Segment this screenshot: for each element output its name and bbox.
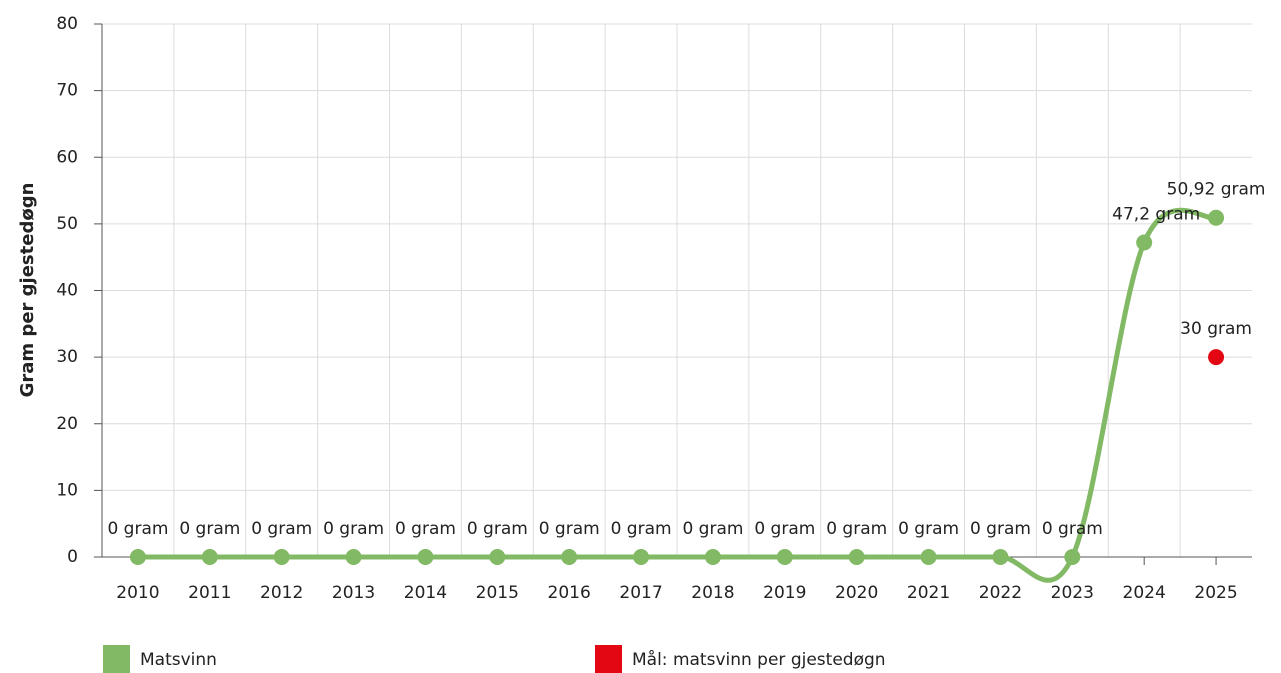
legend-swatch (103, 645, 130, 673)
data-point (273, 549, 290, 565)
data-point (201, 549, 218, 565)
data-point (417, 549, 434, 565)
x-tick-label: 2010 (116, 583, 159, 603)
data-label: 0 gram (970, 519, 1031, 539)
data-label: 0 gram (682, 519, 743, 539)
data-label: 0 gram (323, 519, 384, 539)
x-tick-label: 2012 (260, 583, 303, 603)
data-point (992, 549, 1009, 565)
data-label: 0 gram (539, 519, 600, 539)
data-label: 0 gram (251, 519, 312, 539)
y-tick-label: 80 (56, 14, 78, 34)
data-label: 0 gram (395, 519, 456, 539)
data-point (1136, 234, 1153, 251)
y-tick-label: 60 (56, 147, 78, 167)
y-tick-label: 50 (56, 214, 78, 234)
x-tick-label: 2015 (476, 583, 519, 603)
data-point (848, 549, 865, 565)
y-tick-label: 30 (56, 347, 78, 367)
data-point (561, 549, 578, 565)
x-tick-label: 2023 (1051, 583, 1094, 603)
data-point (776, 549, 793, 565)
data-point (1208, 349, 1225, 366)
x-tick-label: 2019 (763, 583, 806, 603)
data-label: 0 gram (1042, 519, 1103, 539)
y-tick-label: 0 (67, 547, 78, 567)
y-tick-label: 70 (56, 81, 78, 101)
data-point (345, 549, 362, 565)
x-tick-label: 2011 (188, 583, 231, 603)
legend-label: Mål: matsvinn per gjestedøgn (632, 649, 886, 670)
x-tick-label: 2016 (548, 583, 591, 603)
x-tick-label: 2024 (1123, 583, 1166, 603)
series-line (137, 207, 1217, 583)
data-point (1064, 549, 1081, 565)
data-label: 50,92 gram (1167, 180, 1266, 200)
data-label: 0 gram (754, 519, 815, 539)
data-label: 0 gram (898, 519, 959, 539)
x-tick-label: 2022 (979, 583, 1022, 603)
x-tick-label: 2014 (404, 583, 447, 603)
y-tick-label: 40 (56, 281, 78, 301)
data-point (1208, 209, 1225, 226)
data-label: 0 gram (179, 519, 240, 539)
data-point (489, 549, 506, 565)
y-tick-label: 20 (56, 414, 78, 434)
data-label: 0 gram (467, 519, 528, 539)
data-label: 0 gram (611, 519, 672, 539)
y-axis-label: Gram per gjestedøgn (17, 183, 38, 398)
data-point (129, 549, 146, 565)
x-tick-label: 2018 (691, 583, 734, 603)
data-label: 30 gram (1180, 319, 1252, 339)
data-point (633, 549, 650, 565)
data-point (920, 549, 937, 565)
data-point (704, 549, 721, 565)
y-tick-label: 10 (56, 480, 78, 500)
x-tick-label: 2025 (1194, 583, 1237, 603)
data-label: 0 gram (107, 519, 168, 539)
data-label: 0 gram (826, 519, 887, 539)
data-label: 47,2 gram (1112, 205, 1200, 225)
legend-label: Matsvinn (140, 650, 217, 670)
x-tick-label: 2017 (619, 583, 662, 603)
x-tick-label: 2013 (332, 583, 375, 603)
x-tick-label: 2020 (835, 583, 878, 603)
legend-swatch (595, 645, 622, 673)
x-tick-label: 2021 (907, 583, 950, 603)
